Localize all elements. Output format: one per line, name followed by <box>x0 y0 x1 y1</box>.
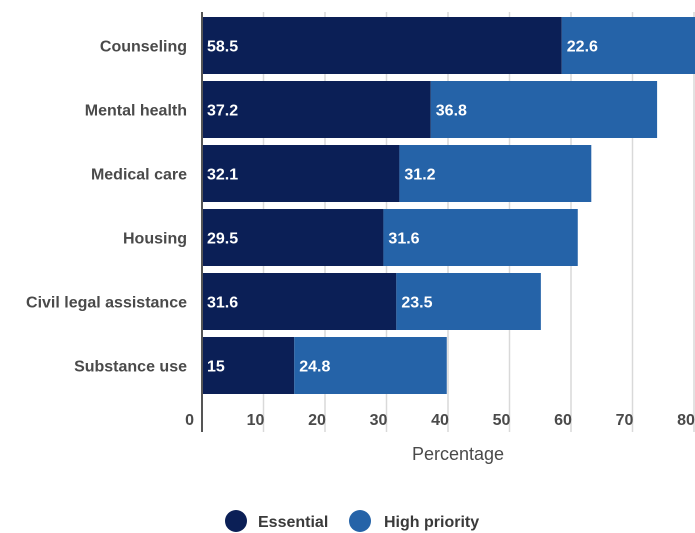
x-tick-label: 30 <box>370 412 388 429</box>
bar-value-label: 31.2 <box>404 167 435 184</box>
bar-segment <box>202 337 295 394</box>
x-tick-label: 80 <box>677 412 695 429</box>
legend-label: High priority <box>384 514 479 531</box>
x-axis-title: Percentage <box>412 444 504 464</box>
data-labels: 58.5 22.6 37.2 36.8 32.1 31.2 29.5 31.6 31.6 23.5… <box>207 39 598 376</box>
bar-value-label: 36.8 <box>436 103 467 120</box>
category-label: Medical care <box>91 167 187 184</box>
bar-value-label: 32.1 <box>207 167 238 184</box>
x-tick-label: 60 <box>554 412 572 429</box>
bar-segment <box>430 81 658 138</box>
category-labels: Counseling Mental health Medical care Housi… <box>26 39 187 376</box>
category-label: Housing <box>123 231 187 248</box>
bar-value-label: 29.5 <box>207 231 238 248</box>
x-tick-label: 50 <box>493 412 511 429</box>
bar-value-label: 15 <box>207 359 225 376</box>
bar-value-label: 24.8 <box>299 359 330 376</box>
x-tick-label: 0 <box>185 412 194 429</box>
legend-swatch <box>349 510 371 532</box>
x-tick-label: 10 <box>247 412 265 429</box>
category-label: Mental health <box>85 103 187 120</box>
x-tick-label: 70 <box>616 412 634 429</box>
bar-value-label: 37.2 <box>207 103 238 120</box>
bar-segment <box>202 209 384 266</box>
legend-label: Essential <box>258 514 328 531</box>
legend: Essential High priority <box>225 510 479 532</box>
x-tick-label: 40 <box>431 412 449 429</box>
bar-segment <box>383 209 578 266</box>
bar-segment <box>294 337 447 394</box>
bar-segment <box>561 17 695 74</box>
bar-segment <box>396 273 541 330</box>
bar-value-label: 31.6 <box>207 295 238 312</box>
bar-segment <box>202 81 431 138</box>
bar-value-label: 31.6 <box>388 231 419 248</box>
bar-value-label: 23.5 <box>401 295 432 312</box>
bar-segment <box>202 17 562 74</box>
legend-swatch <box>225 510 247 532</box>
category-label: Counseling <box>100 39 187 56</box>
bar-segment <box>202 145 400 202</box>
bars <box>202 17 695 394</box>
bar-value-label: 58.5 <box>207 39 238 56</box>
category-label: Civil legal assistance <box>26 295 187 312</box>
x-tick-labels: 0 10 20 30 40 50 60 70 80 <box>185 412 695 429</box>
bar-segment <box>399 145 592 202</box>
bar-segment <box>202 273 397 330</box>
x-tick-label: 20 <box>308 412 326 429</box>
bar-value-label: 22.6 <box>567 39 598 56</box>
category-label: Substance use <box>74 359 187 376</box>
